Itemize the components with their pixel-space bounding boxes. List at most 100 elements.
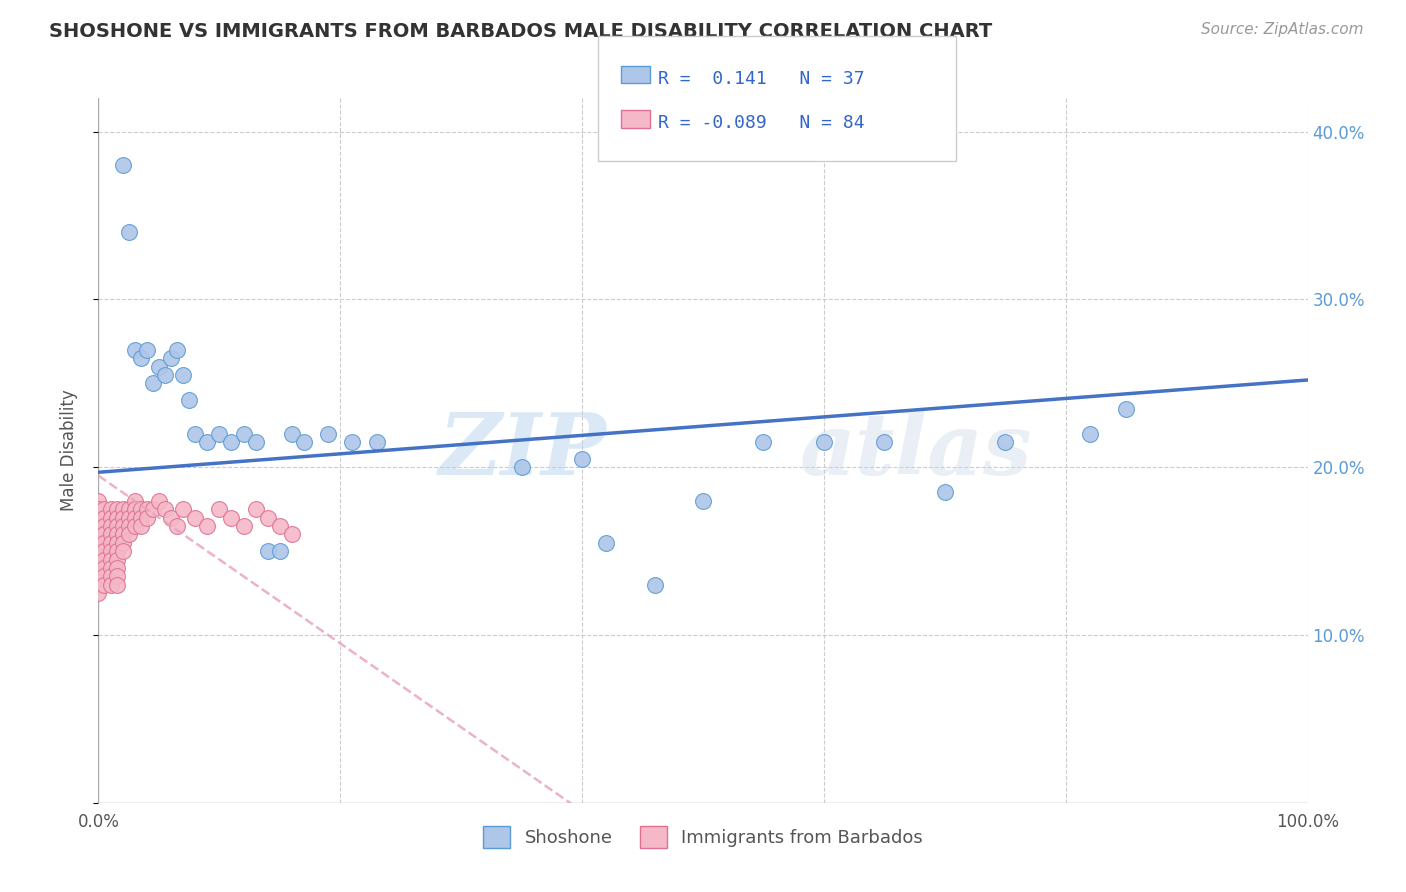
Text: atlas: atlas xyxy=(800,409,1032,492)
Point xyxy=(195,435,218,450)
Point xyxy=(105,519,128,533)
Point xyxy=(111,544,134,558)
Point xyxy=(160,510,183,524)
Point xyxy=(105,535,128,549)
Point xyxy=(179,393,201,408)
Point xyxy=(105,527,128,541)
Point xyxy=(87,519,110,533)
Point xyxy=(93,569,115,583)
Y-axis label: Male Disability: Male Disability xyxy=(59,390,77,511)
Point xyxy=(813,435,835,450)
Text: R =  0.141   N = 37: R = 0.141 N = 37 xyxy=(658,70,865,87)
Point xyxy=(100,502,122,516)
Point xyxy=(245,435,267,450)
Point xyxy=(129,519,152,533)
Point xyxy=(208,502,231,516)
Point xyxy=(873,435,896,450)
Point xyxy=(93,544,115,558)
Point xyxy=(269,519,291,533)
Point xyxy=(105,510,128,524)
Point xyxy=(87,510,110,524)
Point xyxy=(124,502,146,516)
Point xyxy=(184,426,207,441)
Point xyxy=(135,510,157,524)
Point xyxy=(87,569,110,583)
Point xyxy=(118,519,141,533)
Point xyxy=(105,561,128,575)
Point xyxy=(100,510,122,524)
Text: SHOSHONE VS IMMIGRANTS FROM BARBADOS MALE DISABILITY CORRELATION CHART: SHOSHONE VS IMMIGRANTS FROM BARBADOS MAL… xyxy=(49,22,993,41)
Point xyxy=(221,435,243,450)
Point xyxy=(184,510,207,524)
Point xyxy=(281,426,304,441)
Point xyxy=(111,519,134,533)
Point xyxy=(87,552,110,566)
Point xyxy=(111,510,134,524)
Point xyxy=(93,527,115,541)
Point xyxy=(316,426,339,441)
Point xyxy=(100,577,122,591)
Point xyxy=(142,376,165,391)
Point xyxy=(87,544,110,558)
Point xyxy=(366,435,388,450)
Point xyxy=(111,527,134,541)
Point xyxy=(87,569,110,583)
Point xyxy=(510,460,533,475)
Point xyxy=(692,493,714,508)
Point xyxy=(153,502,176,516)
Point xyxy=(87,527,110,541)
Point xyxy=(100,569,122,583)
Point xyxy=(281,527,304,541)
Point xyxy=(595,535,617,549)
Point xyxy=(111,535,134,549)
Point xyxy=(100,544,122,558)
Point xyxy=(124,519,146,533)
Point xyxy=(87,510,110,524)
Point xyxy=(129,510,152,524)
Point xyxy=(129,351,152,366)
Point xyxy=(118,527,141,541)
Point xyxy=(93,535,115,549)
Point xyxy=(105,552,128,566)
Point xyxy=(172,502,194,516)
Point xyxy=(87,535,110,549)
Point xyxy=(87,502,110,516)
Point xyxy=(118,502,141,516)
Point xyxy=(87,577,110,591)
Point xyxy=(752,435,775,450)
Point xyxy=(994,435,1017,450)
Point xyxy=(232,519,254,533)
Point xyxy=(245,502,267,516)
Point xyxy=(166,343,188,357)
Point xyxy=(87,586,110,600)
Point xyxy=(221,510,243,524)
Point xyxy=(148,359,170,374)
Point xyxy=(105,569,128,583)
Point xyxy=(100,535,122,549)
Point xyxy=(87,561,110,575)
Point xyxy=(87,519,110,533)
Point xyxy=(100,527,122,541)
Point xyxy=(124,493,146,508)
Point xyxy=(87,527,110,541)
Point xyxy=(269,544,291,558)
Text: R = -0.089   N = 84: R = -0.089 N = 84 xyxy=(658,114,865,132)
Point xyxy=(105,502,128,516)
Point xyxy=(292,435,315,450)
Point xyxy=(100,519,122,533)
Point xyxy=(87,552,110,566)
Point xyxy=(111,502,134,516)
Point xyxy=(105,577,128,591)
Point xyxy=(87,535,110,549)
Text: Source: ZipAtlas.com: Source: ZipAtlas.com xyxy=(1201,22,1364,37)
Point xyxy=(571,451,593,466)
Point xyxy=(644,577,666,591)
Point xyxy=(93,502,115,516)
Point xyxy=(166,519,188,533)
Point xyxy=(1115,401,1137,416)
Point xyxy=(135,343,157,357)
Point xyxy=(256,510,278,524)
Point xyxy=(87,544,110,558)
Point xyxy=(342,435,364,450)
Point xyxy=(160,351,183,366)
